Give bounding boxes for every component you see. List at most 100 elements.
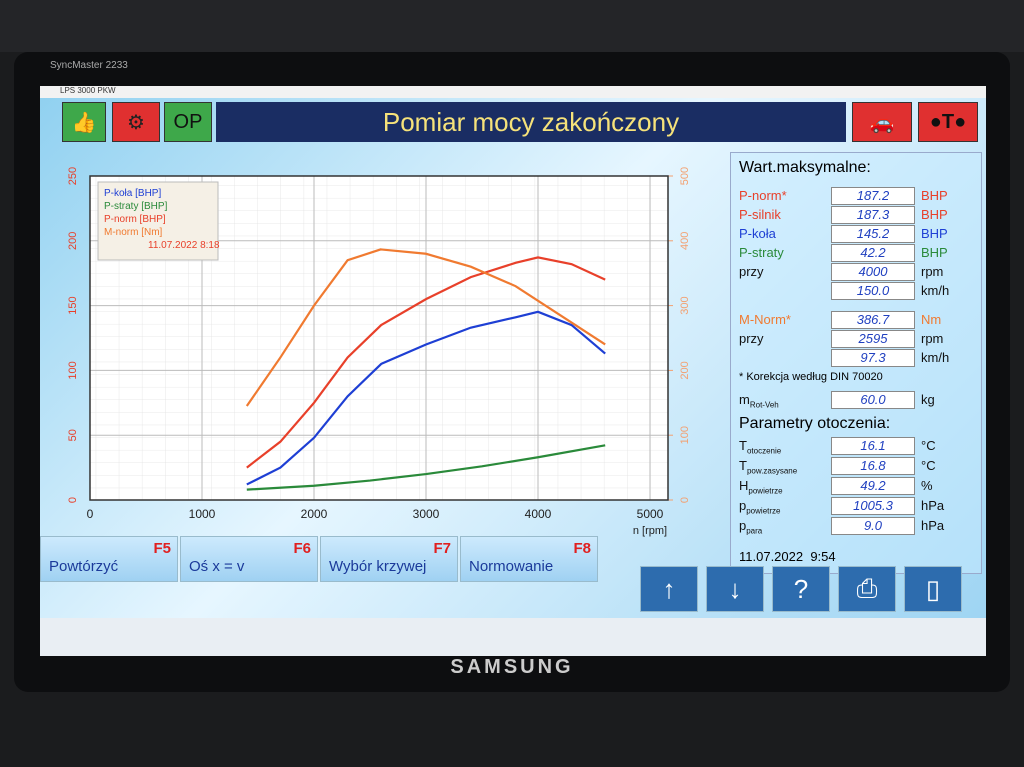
row-value: 145.2 xyxy=(831,225,915,243)
row-unit: kg xyxy=(921,392,935,407)
value-row: P-koła 145.2 BHP xyxy=(739,225,975,243)
row-label-text: P-koła xyxy=(739,226,776,241)
stop-button[interactable]: ●T● xyxy=(918,102,978,142)
x-tick-label: 4000 xyxy=(525,507,552,521)
value-row: P-silnik 187.3 BHP xyxy=(739,206,975,224)
y2-tick-label: 100 xyxy=(679,426,691,444)
row-label: przy xyxy=(739,331,764,346)
row-value: 4000 xyxy=(831,263,915,281)
env-title: Parametry otoczenia: xyxy=(739,415,891,432)
key-code: F5 xyxy=(153,540,171,557)
row-value: 16.8 xyxy=(831,457,915,475)
op-button[interactable]: OP xyxy=(164,102,212,142)
row-label: Tpow.zasysane xyxy=(739,458,797,476)
row-unit: °C xyxy=(921,438,936,453)
y2-tick-label: 300 xyxy=(679,296,691,314)
row-label-text: M-Norm* xyxy=(739,312,791,327)
row-unit: °C xyxy=(921,458,936,473)
value-row: P-straty 42.2 BHP xyxy=(739,244,975,262)
chart: 0 1000 2000 3000 4000 5000 0 50 100 150 200 250 0 100… xyxy=(67,167,691,537)
series-line xyxy=(245,248,606,407)
x-axis-label: n [rpm] xyxy=(633,525,667,537)
key-code: F8 xyxy=(573,540,591,557)
monitor-model: SyncMaster 2233 xyxy=(50,60,128,71)
row-label-text: T xyxy=(739,438,747,453)
row-label-text: p xyxy=(739,498,747,513)
row-label: Totoczenie xyxy=(739,438,781,456)
key-code: F6 xyxy=(293,540,311,557)
row-unit: BHP xyxy=(921,226,948,241)
icon-button[interactable]: ⎙ xyxy=(838,566,896,612)
screen: LPS 3000 PKW 👍 ⚙ OP Pomiar mocy zakończo… xyxy=(40,86,986,656)
row-label-text: P-silnik xyxy=(739,207,781,222)
x-tick-label: 3000 xyxy=(413,507,440,521)
y-tick-label: 100 xyxy=(67,361,79,379)
x-tick-label: 2000 xyxy=(301,507,328,521)
key-label: Wybór krzywej xyxy=(329,558,427,575)
function-key[interactable]: F5 Powtórzyć xyxy=(40,536,178,582)
function-key[interactable]: F7 Wybór krzywej xyxy=(320,536,458,582)
row-unit: km/h xyxy=(921,283,950,298)
row-unit: % xyxy=(921,478,933,493)
engine-button[interactable]: ⚙ xyxy=(112,102,160,142)
row-value: 60.0 xyxy=(831,391,915,409)
row-value: 187.3 xyxy=(831,206,915,224)
row-unit: Nm xyxy=(921,312,942,327)
y-tick-label: 250 xyxy=(67,167,79,185)
value-row: 150.0 km/h xyxy=(739,282,975,300)
row-label: przy xyxy=(739,264,764,279)
panel-date: 11.07.2022 9:54 xyxy=(739,549,836,564)
car-button[interactable]: 🚗 xyxy=(852,102,912,142)
icon-button[interactable]: ? xyxy=(772,566,830,612)
row-value: 2595 xyxy=(831,330,915,348)
row-unit: rpm xyxy=(921,264,944,279)
row-label-text: P-norm* xyxy=(739,188,787,203)
row-value: 187.2 xyxy=(831,187,915,205)
row-value: 150.0 xyxy=(831,282,915,300)
value-row: M-Norm* 386.7 Nm xyxy=(739,311,975,329)
y2-tick-label: 400 xyxy=(679,232,691,250)
icon-button[interactable]: ▯ xyxy=(904,566,962,612)
max-values-panel: Wart.maksymalne: P-norm* 187.2 BHP P-silnik… xyxy=(730,152,982,574)
legend-entry: P-koła [BHP] xyxy=(104,188,161,199)
plot-frame xyxy=(89,175,669,501)
x-tick-label: 5000 xyxy=(637,507,664,521)
row-value: 16.1 xyxy=(831,437,915,455)
row-label-text: przy xyxy=(739,331,764,346)
icon-button[interactable]: ↓ xyxy=(706,566,764,612)
row-unit: BHP xyxy=(921,207,948,222)
y2-tick-label: 500 xyxy=(679,167,691,185)
row-unit: hPa xyxy=(921,518,945,533)
value-row: Hpowietrze 49.2% xyxy=(739,477,975,496)
row-label-sub: powietrze xyxy=(746,506,781,516)
function-key[interactable]: F8 Normowanie xyxy=(460,536,598,582)
y-tick-label: 150 xyxy=(67,296,79,314)
row-label-text: przy xyxy=(739,264,764,279)
y-tick-label: 50 xyxy=(67,429,79,441)
row-value: 1005.3 xyxy=(831,497,915,515)
x-tick-label: 0 xyxy=(87,507,94,521)
window-title: LPS 3000 PKW xyxy=(40,86,986,98)
correction-note: * Korekcja według DIN 70020 xyxy=(739,371,883,383)
y2-tick-label: 0 xyxy=(679,497,691,503)
key-label: Powtórzyć xyxy=(49,558,119,575)
icon-button[interactable]: ↑ xyxy=(640,566,698,612)
y2-tick-label: 200 xyxy=(679,361,691,379)
row-label-sub: otoczenie xyxy=(746,446,782,456)
function-key[interactable]: F6 Oś x = v xyxy=(180,536,318,582)
x-tick-label: 1000 xyxy=(189,507,216,521)
key-label: Normowanie xyxy=(469,558,554,575)
value-row: przy 2595 rpm xyxy=(739,330,975,348)
series-line xyxy=(246,256,606,469)
taskbar xyxy=(40,618,986,656)
row-value: 42.2 xyxy=(831,244,915,262)
row-value: 9.0 xyxy=(831,517,915,535)
row-label: mRot-Veh xyxy=(739,392,779,410)
row-label: P-silnik xyxy=(739,207,781,222)
legend-entry: P-straty [BHP] xyxy=(104,201,168,212)
row-label-text: P-straty xyxy=(739,245,784,260)
row-unit: hPa xyxy=(921,498,945,513)
thumb-button[interactable]: 👍 xyxy=(62,102,106,142)
row-value: 49.2 xyxy=(831,477,915,495)
